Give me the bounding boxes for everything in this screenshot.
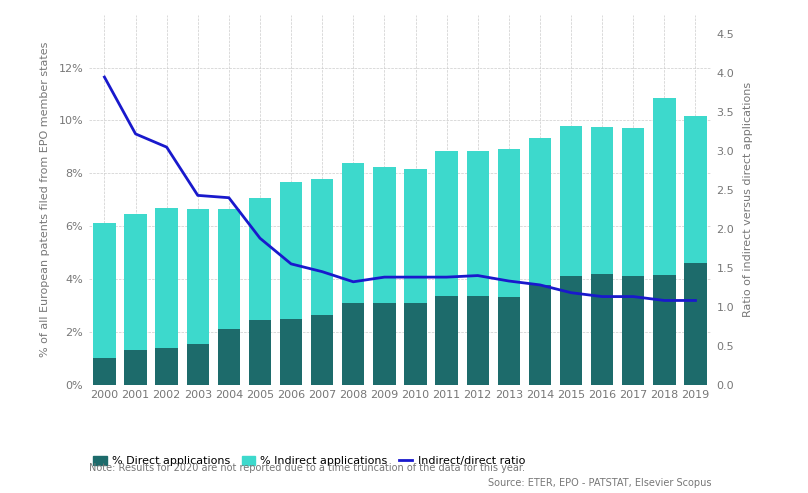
Bar <box>436 296 458 385</box>
Bar <box>560 126 583 276</box>
Bar <box>187 209 209 344</box>
Bar <box>466 296 489 385</box>
Indirect/direct ratio <box>566 290 576 296</box>
Indirect/direct ratio <box>629 294 638 300</box>
Indirect/direct ratio <box>318 269 327 275</box>
Bar <box>373 167 396 303</box>
Bar <box>217 329 240 385</box>
Bar <box>342 303 364 385</box>
Bar <box>280 182 302 318</box>
Bar <box>622 128 645 276</box>
Bar <box>560 276 583 385</box>
Indirect/direct ratio <box>380 274 389 280</box>
Indirect/direct ratio <box>193 192 203 198</box>
Bar <box>155 208 178 348</box>
Bar <box>311 178 334 315</box>
Indirect/direct ratio <box>99 74 109 80</box>
Indirect/direct ratio <box>597 294 607 300</box>
Bar <box>622 276 645 385</box>
Text: Source: ETER, EPO - PATSTAT, Elsevier Scopus: Source: ETER, EPO - PATSTAT, Elsevier Sc… <box>487 478 711 488</box>
Bar <box>591 274 613 385</box>
Bar <box>684 263 707 385</box>
Bar <box>124 214 147 350</box>
Indirect/direct ratio <box>348 279 358 285</box>
Bar <box>436 151 458 296</box>
Bar <box>342 163 364 303</box>
Bar <box>249 320 271 385</box>
Legend: % Direct applications, % Indirect applications, Indirect/direct ratio: % Direct applications, % Indirect applic… <box>89 451 529 470</box>
Indirect/direct ratio <box>691 297 701 303</box>
Bar <box>311 315 334 385</box>
Bar <box>217 209 240 329</box>
Bar <box>93 358 116 385</box>
Indirect/direct ratio <box>659 297 669 303</box>
Bar <box>93 223 116 358</box>
Indirect/direct ratio <box>473 273 482 279</box>
Bar <box>498 149 520 297</box>
Bar <box>155 348 178 385</box>
Bar <box>249 198 271 320</box>
Bar <box>653 275 675 385</box>
Line: Indirect/direct ratio: Indirect/direct ratio <box>104 77 696 300</box>
Bar <box>373 303 396 385</box>
Bar <box>684 116 707 263</box>
Bar <box>528 285 551 385</box>
Indirect/direct ratio <box>224 195 234 201</box>
Bar <box>466 151 489 296</box>
Bar <box>404 169 427 303</box>
Indirect/direct ratio <box>504 278 514 284</box>
Indirect/direct ratio <box>255 235 265 241</box>
Text: Note: Results for 2020 are not reported due to a time truncation of the data for: Note: Results for 2020 are not reported … <box>89 463 525 473</box>
Bar <box>187 344 209 385</box>
Indirect/direct ratio <box>442 274 452 280</box>
Bar <box>124 350 147 385</box>
Indirect/direct ratio <box>162 144 171 150</box>
Y-axis label: % of all European patents filed from EPO member states: % of all European patents filed from EPO… <box>40 42 50 357</box>
Bar <box>404 303 427 385</box>
Bar <box>653 98 675 275</box>
Indirect/direct ratio <box>286 261 296 267</box>
Bar <box>498 297 520 385</box>
Indirect/direct ratio <box>410 274 420 280</box>
Indirect/direct ratio <box>535 282 545 288</box>
Bar <box>528 138 551 285</box>
Bar <box>280 318 302 385</box>
Y-axis label: Ratio of indirect versus direct applications: Ratio of indirect versus direct applicat… <box>743 82 753 317</box>
Indirect/direct ratio <box>131 131 141 137</box>
Bar <box>591 127 613 274</box>
